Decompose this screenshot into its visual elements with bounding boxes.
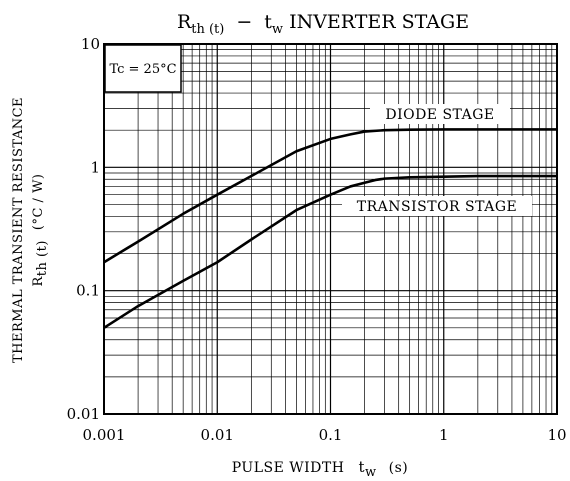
y-axis-label-line2: Rth (t)(°C / W) (31, 173, 50, 286)
y-axis-label-line1: THERMAL TRANSIENT RESISTANCE (11, 97, 26, 363)
x-tick-label: 1 (439, 426, 449, 444)
plot-frame (103, 43, 558, 415)
series-line-1 (103, 174, 557, 329)
transistor-label-bg (342, 196, 532, 216)
y-tick-label: 0.1 (76, 282, 100, 300)
chart-title: Rth (t) − tw INVERTER STAGE (177, 11, 469, 37)
condition-box (104, 44, 182, 93)
series-line-0 (103, 128, 557, 264)
x-axis-label: PULSE WIDTH tw (s) (232, 458, 409, 480)
diode-label-bg (370, 104, 510, 124)
x-tick-label: 0.01 (201, 426, 234, 444)
y-tick-label: 0.01 (67, 405, 100, 423)
x-tick-label: 0.001 (83, 426, 126, 444)
series-label-transistor: TRANSISTOR STAGE (357, 199, 517, 215)
series-group (103, 128, 557, 329)
ticks: 0.001 0.01 0.1 1 10 0.01 0.1 1 10 (67, 35, 567, 444)
x-tick-label: 0.1 (319, 426, 343, 444)
y-tick-label: 1 (90, 158, 100, 176)
y-tick-label: 10 (81, 35, 100, 53)
series-label-diode: DIODE STAGE (385, 107, 494, 123)
x-tick-label: 10 (547, 426, 566, 444)
y-axis-label: THERMAL TRANSIENT RESISTANCE Rth (t)(°C … (11, 97, 50, 363)
grid (104, 44, 557, 414)
condition-label: Tc = 25°C (109, 62, 176, 77)
